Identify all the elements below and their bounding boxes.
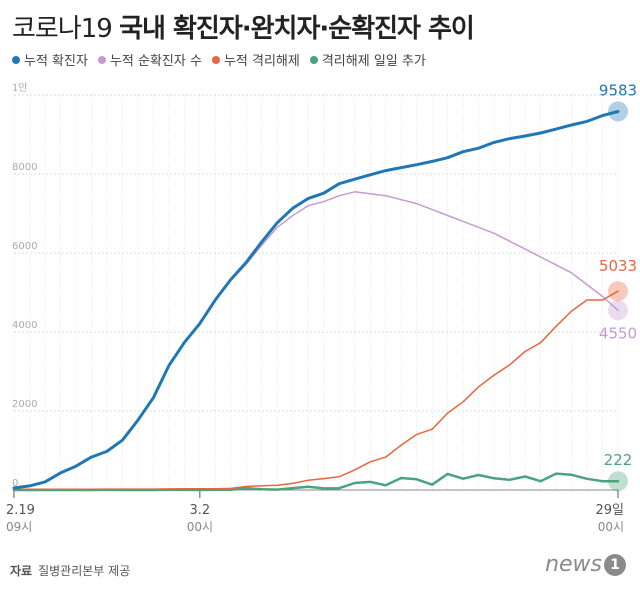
x-tick-label: 2.19 [6, 503, 35, 518]
y-tick-label: 2000 [12, 399, 37, 410]
series-line-daily_released [12, 472, 620, 492]
news1-logo: news 1 [545, 552, 626, 577]
end-value-label-confirmed: 9583 [599, 81, 637, 99]
y-tick-label: 8000 [12, 162, 37, 173]
series-layer [12, 110, 620, 492]
end-marker-daily_released [608, 471, 628, 492]
legend-item-daily-released: 격리해제 일일 추가 [309, 50, 426, 69]
y-tick-label: 6000 [12, 241, 37, 252]
x-tick-sublabel: 00시 [598, 520, 624, 534]
source-label: 자료 [10, 564, 33, 578]
legend-label: 누적 순확진자 수 [109, 54, 202, 69]
legend-dot-icon [211, 55, 220, 64]
end-marker-active [608, 300, 628, 321]
title-light: 코로나19 [12, 14, 120, 44]
x-tick-label: 3.2 [190, 503, 211, 518]
legend: 누적 확진자 누적 순확진자 수 누적 격리해제 격리해제 일일 추가 [12, 50, 426, 69]
legend-label: 누적 확진자 [24, 54, 88, 69]
end-marker-released [608, 281, 628, 302]
legend-label: 격리해제 일일 추가 [321, 54, 426, 69]
end-marker-confirmed [608, 101, 628, 122]
legend-item-released: 누적 격리해제 [211, 50, 300, 69]
end-value-label-released: 5033 [599, 257, 637, 275]
y-tick-label: 4000 [12, 320, 37, 331]
y-tick-label: 0 [12, 478, 18, 489]
legend-dot-icon [309, 55, 318, 64]
x-tick-sublabel: 09시 [6, 520, 32, 534]
marker-layer [608, 101, 628, 492]
x-tick-label: 29일 [595, 503, 624, 518]
series-line-confirmed [12, 110, 620, 490]
legend-dot-icon [12, 55, 20, 64]
source-note: 자료 질병관리본부 제공 [10, 562, 130, 579]
x-tick-sublabel: 00시 [187, 520, 213, 534]
legend-item-confirmed: 누적 확진자 [12, 50, 88, 69]
label-layer: 2.19 09시 3.2 00시 29일 00시 9583 4550 5033 222 [6, 81, 637, 534]
y-tick-label: 1만 [12, 82, 28, 94]
legend-item-active: 누적 순확진자 수 [97, 50, 202, 69]
legend-label: 누적 격리해제 [223, 54, 300, 69]
end-value-label-daily_released: 222 [604, 451, 633, 469]
logo-text: news [545, 552, 602, 577]
chart-title: 코로나19 국내 확진자·완치자·순확진자 추이 [12, 8, 475, 45]
grid-layer: 0 2000 4000 6000 8000 1만 [12, 82, 619, 498]
source-text: 질병관리본부 제공 [38, 564, 131, 578]
series-line-released [13, 290, 619, 491]
logo-badge: 1 [604, 553, 626, 576]
end-value-label-active: 4550 [599, 324, 637, 342]
series-line-active [13, 191, 619, 489]
title-bold: 국내 확진자·완치자·순확진자 추이 [119, 14, 475, 44]
legend-dot-icon [97, 55, 106, 64]
